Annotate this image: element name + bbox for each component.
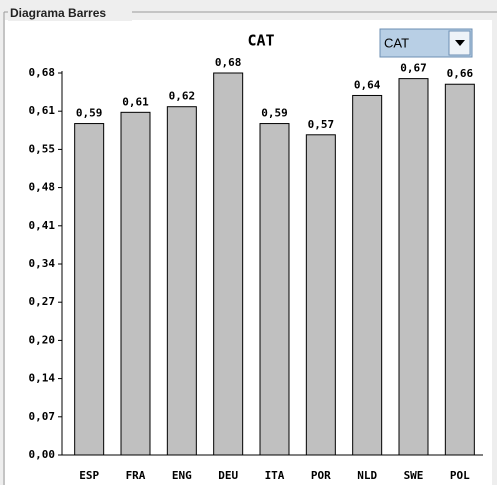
y-tick-label: 0,34 — [29, 257, 56, 270]
y-tick-label: 0,14 — [29, 372, 56, 385]
bar — [166, 106, 197, 456]
x-tick-label: POL — [450, 469, 470, 482]
value-label: 0,59 — [261, 107, 288, 120]
x-tick-label: ENG — [172, 469, 192, 482]
value-label: 0,62 — [169, 90, 196, 103]
x-tick-label: DEU — [218, 469, 238, 482]
value-label: 0,68 — [215, 56, 242, 69]
x-tick-label: POR — [311, 469, 331, 482]
value-label: 0,59 — [76, 107, 103, 120]
y-tick-label: 0,07 — [29, 410, 56, 423]
value-label: 0,67 — [400, 62, 427, 75]
chart-title: CAT — [247, 32, 274, 50]
y-tick-label: 0,20 — [29, 333, 56, 346]
bar — [444, 83, 475, 456]
bar — [74, 123, 105, 456]
panel-title: Diagrama Barres — [10, 6, 106, 20]
bar — [259, 123, 290, 456]
y-tick-label: 0,61 — [29, 104, 56, 117]
y-tick-label: 0,27 — [29, 295, 56, 308]
x-tick-label: SWE — [404, 469, 424, 482]
bar — [352, 94, 383, 456]
bar — [120, 111, 151, 456]
y-tick-label: 0,41 — [29, 219, 56, 232]
bar — [305, 134, 336, 456]
value-label: 0,57 — [308, 118, 335, 131]
panel-title-bg — [8, 5, 132, 21]
y-tick-label: 0,55 — [29, 142, 56, 155]
dropdown-value[interactable]: CAT — [384, 35, 409, 50]
y-tick-label: 0,48 — [29, 181, 56, 194]
x-tick-label: ITA — [265, 469, 285, 482]
x-tick-label: FRA — [126, 469, 146, 482]
bar — [213, 72, 244, 456]
bar — [398, 78, 429, 456]
dropdown[interactable]: CAT — [379, 28, 473, 58]
value-label: 0,66 — [447, 67, 474, 80]
value-label: 0,64 — [354, 78, 381, 91]
y-tick-label: 0,68 — [29, 66, 56, 79]
dropdown-arrow — [455, 40, 465, 46]
x-tick-label: ESP — [79, 469, 99, 482]
y-tick-label: 0,00 — [29, 448, 56, 461]
value-label: 0,61 — [122, 95, 149, 108]
x-tick-label: NLD — [357, 469, 377, 482]
